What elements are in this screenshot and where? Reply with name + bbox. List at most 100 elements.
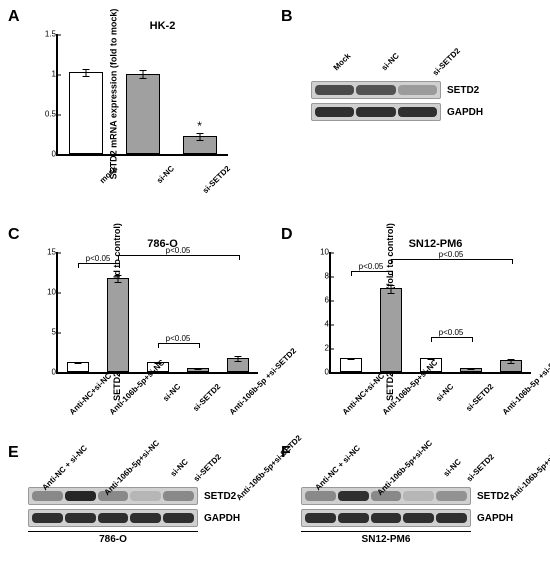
bar-group xyxy=(67,362,89,372)
panel-a-chart: HK-2 SETD2 mRNA expression (fold to mock… xyxy=(56,20,269,218)
ytick: 10 xyxy=(38,288,56,297)
band xyxy=(98,513,129,523)
panel-b: B Mocksi-NCsi-SETD2 SETD2GAPDH xyxy=(281,8,542,218)
panel-c-xlabels: Anti-NC+si-NCAnti-106b-5p+si-NCsi-NCsi-S… xyxy=(56,376,256,436)
ytick: 6 xyxy=(311,296,329,305)
band xyxy=(130,513,161,523)
band xyxy=(403,491,434,501)
bar-group xyxy=(500,360,522,372)
panel-a-plot: SETD2 mRNA expression (fold to mock) 00.… xyxy=(56,34,228,156)
panel-e-blot: Anti-NC + si-NCAnti-106b-5p+si-NCsi-NCsi… xyxy=(28,462,248,545)
panel-e-rows: SETD2GAPDH xyxy=(28,487,248,527)
panel-a-ylabel: SETD2 mRNA expression (fold to mock) xyxy=(108,9,118,180)
bar xyxy=(69,72,103,154)
ytick: 0.5 xyxy=(38,110,56,119)
bar-group xyxy=(460,368,482,372)
panel-e-label: E xyxy=(8,444,19,462)
ytick: 0 xyxy=(311,368,329,377)
error-bar xyxy=(471,369,472,370)
band xyxy=(163,513,194,523)
band xyxy=(338,491,369,501)
bar-group xyxy=(107,278,129,372)
sig-bracket xyxy=(391,259,513,264)
ytick: 1 xyxy=(38,70,56,79)
panel-e: E Anti-NC + si-NCAnti-106b-5p+si-NCsi-NC… xyxy=(8,444,269,545)
bar xyxy=(67,362,89,372)
band xyxy=(305,513,336,523)
sig-bracket xyxy=(351,271,393,276)
sig-star: * xyxy=(197,119,202,133)
bar xyxy=(340,358,362,372)
panel-f-label: F xyxy=(281,444,291,462)
ytick: 8 xyxy=(311,272,329,281)
panel-b-rows: SETD2 GAPDH xyxy=(311,81,491,121)
blot-row: GAPDH xyxy=(301,509,521,527)
error-bar xyxy=(86,69,87,77)
error-bar xyxy=(118,275,119,283)
band xyxy=(338,513,369,523)
blot-target: GAPDH xyxy=(477,513,521,524)
sig-text: p<0.05 xyxy=(86,254,111,263)
ytick: 2 xyxy=(311,344,329,353)
panel-b-label: B xyxy=(281,8,293,26)
bar-group xyxy=(187,368,209,372)
bar-group: * xyxy=(183,136,217,154)
error-bar xyxy=(199,133,200,141)
panel-f-blot: Anti-NC + si-NCAnti-106b-5p+si-NCsi-NCsi… xyxy=(301,462,521,545)
panel-f-cell: SN12-PM6 xyxy=(301,531,471,545)
blot-target: SETD2 xyxy=(447,85,491,96)
panel-f-rows: SETD2GAPDH xyxy=(301,487,521,527)
panel-c-yticks: 051015 xyxy=(38,252,56,372)
sig-text: p<0.05 xyxy=(359,262,384,271)
sig-text: p<0.05 xyxy=(166,334,191,343)
bar xyxy=(460,368,482,372)
blot-row: GAPDH xyxy=(311,103,491,121)
band-container xyxy=(28,509,198,527)
blot-target: GAPDH xyxy=(204,513,248,524)
panel-a: A HK-2 SETD2 mRNA expression (fold to mo… xyxy=(8,8,269,218)
band xyxy=(403,513,434,523)
lane-label: si-NC xyxy=(380,51,401,72)
ytick: 0 xyxy=(38,368,56,377)
bar-group xyxy=(340,358,362,372)
panel-a-title: HK-2 xyxy=(56,20,269,32)
panel-f: F Anti-NC + si-NCAnti-106b-5p+si-NCsi-NC… xyxy=(281,444,542,545)
bar xyxy=(107,278,129,372)
panel-d: D SN12-PM6 SETD2 mRNA expression (fold t… xyxy=(281,226,542,436)
sig-bracket xyxy=(431,337,473,342)
bar: * xyxy=(183,136,217,154)
ytick: 15 xyxy=(38,248,56,257)
error-bar xyxy=(78,362,79,364)
panel-f-lanes: Anti-NC + si-NCAnti-106b-5p+si-NCsi-NCsi… xyxy=(301,462,521,483)
band xyxy=(398,107,437,117)
sig-bracket xyxy=(158,343,200,348)
band xyxy=(32,491,63,501)
panel-a-xlabels: mocksi-NCsi-SETD2 xyxy=(56,158,226,218)
blot-row: GAPDH xyxy=(28,509,248,527)
band-container xyxy=(311,81,441,99)
lane-label: si-SETD2 xyxy=(191,452,222,483)
bar xyxy=(500,360,522,372)
sig-text: p<0.05 xyxy=(166,246,191,255)
band xyxy=(32,513,63,523)
ytick: 0 xyxy=(38,150,56,159)
bar xyxy=(187,368,209,372)
panel-d-title: SN12-PM6 xyxy=(329,238,542,250)
panel-a-yticks: 00.511.5 xyxy=(38,34,56,154)
sig-text: p<0.05 xyxy=(439,328,464,337)
bar xyxy=(126,74,160,154)
panel-c-title: 786-O xyxy=(56,238,269,250)
band xyxy=(315,85,354,95)
band xyxy=(356,107,395,117)
band xyxy=(436,491,467,501)
error-bar xyxy=(198,369,199,370)
band xyxy=(356,85,395,95)
error-bar xyxy=(142,70,143,80)
lane-label: si-SETD2 xyxy=(431,46,462,77)
panel-d-xlabels: Anti-NC+si-NCAnti-106b-5p+si-NCsi-NCsi-S… xyxy=(329,376,529,436)
bar xyxy=(380,288,402,372)
band xyxy=(398,85,437,95)
error-bar xyxy=(511,359,512,364)
panel-c-chart: 786-O SETD2 mRNA expression (fold to con… xyxy=(56,238,269,436)
ytick: 1.5 xyxy=(38,30,56,39)
